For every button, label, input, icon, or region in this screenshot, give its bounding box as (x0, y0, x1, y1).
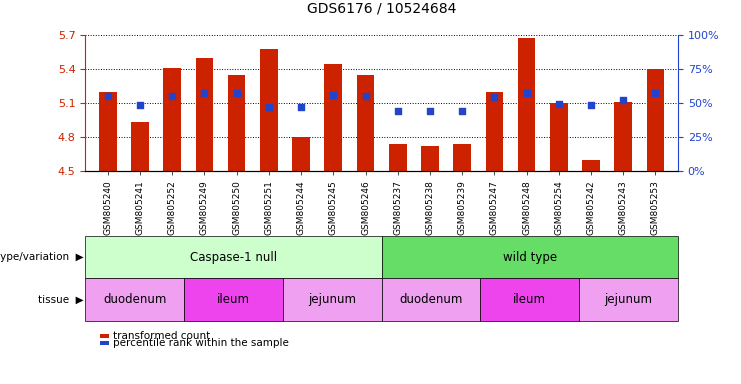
Point (521, 90, 533, 96)
Bar (550, 103, 568, 171)
Bar (582, 159, 600, 171)
Bar (325, 64, 342, 171)
Text: wild type: wild type (502, 251, 557, 264)
Text: genotype/variation  ▶: genotype/variation ▶ (0, 252, 84, 262)
Text: percentile rank within the sample: percentile rank within the sample (113, 338, 288, 348)
Point (392, 108, 404, 114)
Text: jejunum: jejunum (605, 293, 653, 306)
Bar (389, 144, 407, 171)
Point (199, 90, 210, 96)
Text: duodenum: duodenum (399, 293, 462, 306)
Bar (453, 144, 471, 171)
Point (553, 101, 565, 107)
Text: transformed count: transformed count (113, 331, 210, 341)
Bar (518, 38, 536, 171)
Bar (163, 68, 181, 171)
Bar (647, 69, 665, 171)
Point (456, 108, 468, 114)
Text: ileum: ileum (514, 293, 546, 306)
Point (585, 103, 597, 109)
Point (230, 90, 242, 96)
Point (166, 93, 178, 99)
Text: tissue  ▶: tissue ▶ (38, 295, 84, 305)
Point (359, 93, 371, 99)
Bar (292, 137, 310, 171)
Text: Caspase-1 null: Caspase-1 null (190, 251, 277, 264)
Point (650, 90, 662, 96)
Bar (131, 122, 149, 171)
Point (295, 104, 307, 110)
Text: duodenum: duodenum (103, 293, 166, 306)
Point (617, 97, 629, 103)
Text: jejunum: jejunum (308, 293, 356, 306)
Point (328, 91, 339, 98)
Point (102, 93, 113, 99)
Text: ileum: ileum (217, 293, 250, 306)
Bar (260, 49, 278, 171)
Bar (227, 76, 245, 171)
Bar (99, 93, 116, 171)
Bar (356, 76, 374, 171)
Bar (421, 146, 439, 171)
Point (488, 94, 500, 100)
Bar (485, 93, 503, 171)
Point (263, 104, 275, 110)
Bar (614, 102, 632, 171)
Point (134, 103, 146, 109)
Bar (196, 58, 213, 171)
Text: GDS6176 / 10524684: GDS6176 / 10524684 (307, 2, 456, 15)
Point (424, 108, 436, 114)
